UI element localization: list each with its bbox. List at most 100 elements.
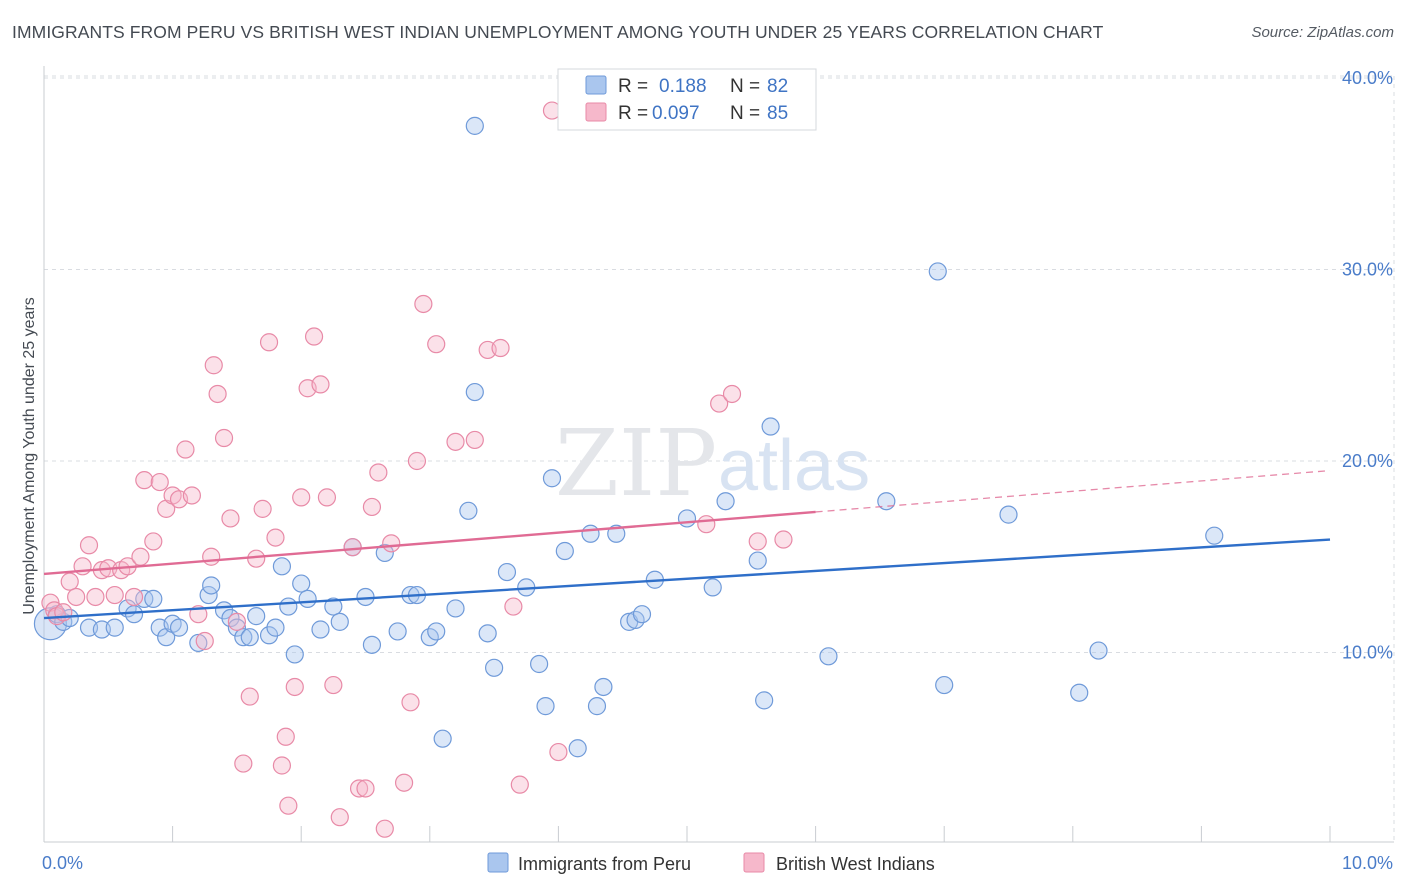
point-bwi [722, 384, 742, 404]
point-peru [240, 628, 259, 647]
point-peru [234, 628, 253, 647]
point-bwi [349, 779, 369, 798]
point-peru [607, 524, 626, 543]
point-bwi [105, 585, 124, 605]
point-bwi [195, 631, 214, 651]
point-bwi [276, 727, 295, 746]
source-label: Source: ZipAtlas.com [1251, 24, 1394, 41]
x-tick-label: 10.0% [1342, 853, 1393, 873]
point-peru [555, 541, 574, 561]
point-peru [478, 624, 497, 643]
point-bwi [227, 612, 246, 631]
point-bwi [259, 333, 279, 352]
point-bwi [304, 327, 324, 346]
point-peru [285, 645, 304, 664]
x-tick-labels: 0.0% 10.0% [42, 853, 1393, 873]
point-peru [292, 574, 311, 593]
y-axis-label: Unemployment Among Youth under 25 years [21, 297, 38, 615]
point-bwi [234, 754, 253, 773]
point-bwi [150, 472, 169, 492]
point-peru [703, 578, 722, 597]
point-peru [632, 605, 652, 624]
point-bwi [135, 471, 154, 490]
bottom-swatch-bwi [743, 852, 765, 873]
point-peru [189, 633, 208, 653]
point-peru [298, 589, 317, 608]
bottom-swatch-peru [487, 852, 509, 873]
point-peru [388, 622, 407, 641]
series-legend: Immigrants from Peru British West Indian… [487, 852, 935, 874]
point-bwi [182, 486, 201, 505]
point-bwi [401, 693, 420, 712]
point-peru [748, 551, 767, 570]
point-peru [465, 382, 484, 402]
legend-r-label-1: R = [618, 76, 648, 97]
point-bwi [362, 497, 382, 517]
point-peru [587, 697, 607, 716]
point-bwi [748, 532, 767, 551]
legend-swatch-bwi [585, 102, 607, 122]
series-bwi-points [41, 101, 793, 838]
legend-n-label-2: N = [730, 103, 760, 124]
point-peru [272, 557, 292, 576]
point-peru [1089, 641, 1108, 660]
legend-n-value-1: 82 [767, 76, 788, 97]
point-peru [542, 469, 562, 488]
point-peru [761, 417, 780, 436]
point-bwi [427, 335, 446, 354]
point-bwi [67, 587, 86, 607]
trend-lines [43, 469, 1331, 620]
point-bwi [253, 499, 272, 518]
chart-title: IMMIGRANTS FROM PERU VS BRITISH WEST IND… [12, 22, 1104, 42]
point-peru [169, 618, 189, 637]
point-bwi [382, 534, 401, 553]
point-peru [677, 509, 697, 528]
point-peru [497, 562, 517, 582]
point-peru [105, 618, 124, 637]
point-bwi [208, 384, 227, 404]
point-bwi [221, 509, 240, 528]
point-peru [485, 658, 504, 677]
point-bwi [549, 742, 568, 762]
watermark-zip: ZIP [555, 410, 717, 517]
point-bwi [504, 597, 523, 616]
y-tick-label: 40.0% [1342, 68, 1393, 88]
point-peru [1070, 683, 1089, 702]
bottom-legend-bwi: British West Indians [776, 854, 935, 874]
point-peru [266, 618, 285, 637]
point-peru [446, 599, 465, 618]
point-peru [227, 618, 246, 637]
point-peru [594, 677, 613, 697]
point-bwi [60, 572, 79, 591]
point-bwi [491, 338, 510, 358]
point-bwi [697, 515, 716, 534]
point-bwi [369, 463, 388, 482]
x-tick-label: 0.0% [42, 853, 83, 873]
legend-r-value-2: 0.097 [652, 103, 700, 124]
legend-r-value-1: 0.188 [659, 76, 707, 97]
point-bwi [86, 587, 105, 607]
point-bwi [247, 549, 266, 568]
point-peru [999, 505, 1018, 524]
point-peru [144, 589, 163, 608]
point-bwi [272, 756, 292, 775]
point-bwi [311, 375, 330, 394]
bottom-legend-peru: Immigrants from Peru [518, 854, 691, 874]
y-tick-label: 20.0% [1342, 451, 1393, 471]
point-bwi [124, 587, 144, 607]
point-peru [568, 739, 587, 758]
point-bwi [446, 432, 465, 451]
legend-r-label-2: R = [618, 103, 648, 124]
point-peru [1205, 526, 1224, 545]
point-bwi [510, 775, 529, 794]
point-peru [465, 116, 484, 135]
point-bwi [285, 677, 304, 697]
point-bwi [144, 532, 163, 551]
point-peru [330, 612, 349, 631]
axes [43, 66, 1394, 843]
point-bwi [214, 428, 234, 448]
watermark: ZIP atlas [555, 410, 870, 517]
point-bwi [176, 440, 195, 459]
point-bwi [330, 808, 349, 827]
point-bwi [774, 530, 793, 549]
